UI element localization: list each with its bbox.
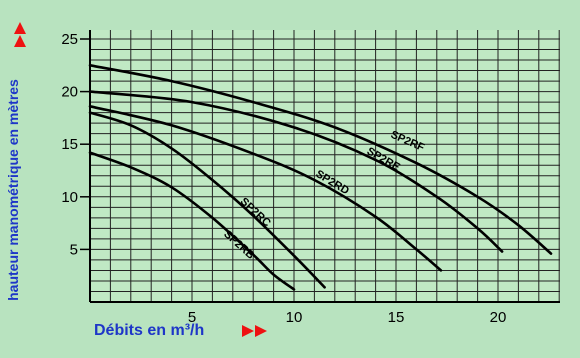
y-tick-label: 20 <box>61 84 78 101</box>
y-tick-label: 5 <box>70 241 78 258</box>
right-arrow-icon <box>242 325 254 337</box>
up-arrow-icon <box>14 22 26 34</box>
series-line-sp2rf <box>88 64 553 255</box>
y-tick-label: 15 <box>61 136 78 153</box>
tick-labels: 5 10 15 20 25 5 10 15 20 <box>61 31 506 326</box>
plot-area <box>90 30 560 302</box>
grid <box>90 30 560 302</box>
right-arrow-icon <box>255 325 267 337</box>
series-line-sp2rb <box>88 151 296 291</box>
x-tick-label: 15 <box>388 309 405 326</box>
y-axis-label: hauteur manométrique en mètres <box>5 79 21 301</box>
series-line-sp2rd <box>88 105 443 272</box>
y-tick-label: 25 <box>61 31 78 48</box>
series-lines <box>88 64 553 291</box>
axes <box>89 30 560 303</box>
y-tick-label: 10 <box>61 189 78 206</box>
x-tick-label: 10 <box>286 309 303 326</box>
x-axis-label: Débits en m³/h <box>94 322 205 339</box>
axis-arrows <box>14 22 267 337</box>
x-tick-label: 20 <box>490 309 507 326</box>
x-tick-label: 5 <box>188 309 196 326</box>
series-line-sp2rc <box>88 111 326 289</box>
up-arrow-icon <box>14 35 26 47</box>
y-axis-label-box: hauteur manométrique en mètres <box>4 40 22 340</box>
series-line-sp2re <box>88 90 504 253</box>
